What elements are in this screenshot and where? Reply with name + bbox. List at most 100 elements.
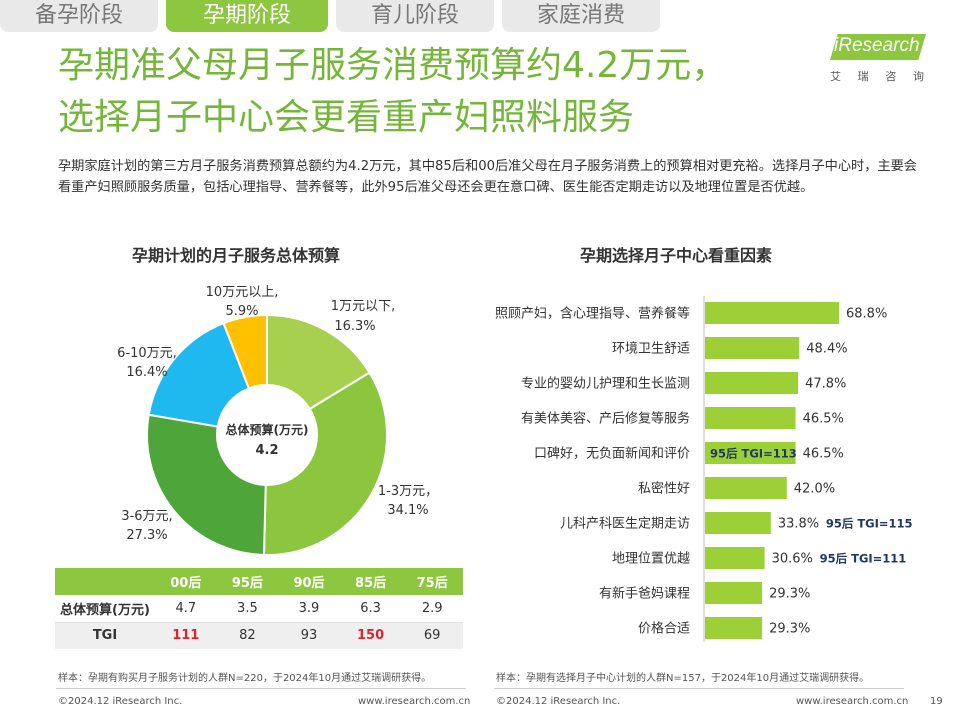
slice-label-over-10w: 10万元以上,	[206, 285, 279, 300]
table-cell-highlight: 150	[339, 622, 402, 649]
bar-value-label: 29.3%	[769, 622, 810, 637]
page-description: 孕期家庭计划的第三方月子服务消费预算总额约为4.2万元，其中85后和00后准父母…	[58, 159, 917, 195]
bar-category-label: 地理位置优越	[612, 552, 690, 567]
donut-slice-1	[262, 371, 388, 556]
bar	[705, 372, 799, 394]
slice-value-1-3w: 34.1%	[387, 503, 428, 518]
donut-slice-0	[266, 313, 371, 411]
table-cell: 2.9	[401, 595, 463, 623]
slice-label-1-3w: 1-3万元，	[378, 484, 438, 499]
tab-pregnancy[interactable]: 孕期阶段	[166, 0, 328, 32]
bar-value-label: 29.3%	[769, 587, 810, 602]
bar	[705, 337, 800, 359]
logo-cn-char: 艾	[830, 70, 843, 83]
iresearch-logo: iResearch 艾 瑞 咨 询	[830, 34, 926, 86]
generation-budget-table: 00后 95后 90后 85后 75后 总体预算(万元) 4.7 3.5 3.9…	[55, 568, 463, 649]
table-cell: 4.7	[155, 595, 217, 623]
footer-copyright-left: ©2024.12 iResearch Inc.	[58, 696, 183, 707]
table-row-label: 总体预算(万元)	[55, 595, 155, 623]
table-cell: 3.9	[278, 595, 340, 623]
bar-value-label: 30.6%	[772, 552, 813, 567]
table-cell-highlight: 111	[155, 622, 217, 649]
bar-category-label: 有新手爸妈课程	[599, 586, 690, 602]
tab-family-consumption[interactable]: 家庭消费	[502, 0, 660, 32]
bar-value-label: 42.0%	[794, 482, 835, 497]
bar-value-label: 46.5%	[803, 412, 844, 427]
logo-band	[830, 34, 926, 60]
logo-text: iResearch	[834, 35, 920, 56]
pie-chart-title: 孕期计划的月子服务总体预算	[132, 246, 341, 265]
bar-category-label: 有美体美容、产后修复等服务	[521, 411, 690, 427]
table-col-95: 95后	[216, 568, 279, 595]
table-cell: 82	[216, 622, 279, 649]
donut-center-value: 4.2	[255, 443, 278, 458]
table-row: 总体预算(万元) 4.7 3.5 3.9 6.3 2.9	[55, 595, 463, 623]
factors-bar-chart: 照顾产妇，含心理指导、营养餐等 68.8% 环境卫生舒适 48.4% 专业的婴幼儿护理和…	[495, 296, 913, 642]
page-title-line1: 孕期准父母月子服务消费预算约4.2万元，	[58, 45, 728, 86]
footer-divider-left	[56, 688, 466, 689]
bar-category-label: 专业的婴幼儿护理和生长监测	[521, 376, 690, 392]
page-title-line2: 选择月子中心会更看重产妇照料服务	[58, 97, 635, 138]
slice-label-3-6w: 3-6万元,	[121, 509, 172, 524]
footer-divider-right	[494, 688, 904, 689]
slice-value-6-10w: 16.4%	[126, 365, 167, 380]
bar-category-label: 照顾产妇，含心理指导、营养餐等	[495, 306, 690, 322]
bar-value-label: 68.8%	[846, 307, 887, 322]
table-cell: 3.5	[216, 595, 279, 623]
tab-prepregnancy[interactable]: 备孕阶段	[0, 0, 158, 32]
table-col-85: 85后	[339, 568, 402, 595]
bar-chart-title: 孕期选择月子中心看重因素	[580, 246, 773, 265]
bar	[705, 582, 763, 604]
table-row: TGI 111 82 93 150 69	[55, 622, 463, 649]
tgi-annotation: 95后 TGI=115	[826, 517, 913, 531]
bar-value-label: 46.5%	[803, 447, 844, 462]
tgi-annotation: 95后 TGI=111	[820, 552, 907, 566]
table-header-row: 00后 95后 90后 85后 75后	[55, 568, 463, 595]
slice-label-under-1w: 1万元以下,	[331, 299, 395, 314]
bar-value-label: 48.4%	[806, 342, 847, 357]
bar-value-label: 47.8%	[805, 377, 846, 392]
table-col-90: 90后	[278, 568, 340, 595]
bar	[705, 407, 796, 429]
budget-donut-chart: 总体预算(万元) 4.2 1万元以下, 16.3% 1-3万元， 34.1% 3…	[117, 285, 438, 556]
bar-category-label: 私密性好	[638, 481, 690, 497]
slice-value-under-1w: 16.3%	[334, 319, 375, 334]
bar	[705, 302, 839, 324]
footer-url-right: www.iresearch.com.cn	[796, 696, 909, 707]
tgi-annotation: 95后 TGI=113	[710, 447, 797, 461]
bar	[705, 512, 771, 534]
table-corner-cell	[55, 568, 155, 595]
donut-slice-4	[222, 313, 268, 390]
table-col-00: 00后	[155, 568, 217, 595]
table-cell: 93	[278, 622, 340, 649]
donut-slice-2	[146, 413, 267, 556]
bar-category-label: 环境卫生舒适	[612, 342, 690, 357]
table-cell: 69	[401, 622, 463, 649]
bar	[705, 477, 787, 499]
sample-note-right: 样本：孕期有选择月子中心计划的人群N=157，于2024年10月通过艾瑞调研获得…	[496, 673, 870, 684]
donut-slice-3	[147, 321, 251, 428]
logo-cn-char: 瑞	[857, 70, 871, 83]
logo-cn: 艾 瑞 咨 询	[830, 68, 926, 84]
bar-value-label: 33.8%	[778, 517, 819, 532]
tab-parenting[interactable]: 育儿阶段	[336, 0, 494, 32]
footer-copyright-right: ©2024.12 iResearch Inc.	[496, 696, 621, 707]
slice-label-6-10w: 6-10万元,	[117, 346, 177, 361]
bar-category-label: 价格合适	[638, 621, 690, 637]
donut-center-label: 总体预算(万元)	[226, 422, 309, 437]
bar	[705, 547, 765, 569]
bar-category-label: 儿科产科医生定期走访	[560, 517, 690, 532]
stage-tabs: 备孕阶段 孕期阶段 育儿阶段 家庭消费	[0, 0, 960, 34]
bar	[705, 617, 763, 639]
bar-category-label: 口碑好，无负面新闻和评价	[534, 446, 690, 462]
table-col-75: 75后	[401, 568, 463, 595]
slice-value-3-6w: 27.3%	[126, 528, 167, 543]
sample-note-left: 样本：孕期有购买月子服务计划的人群N=220，于2024年10月通过艾瑞调研获得…	[58, 673, 432, 684]
table-row-label: TGI	[55, 622, 155, 649]
page-number: 19	[930, 696, 943, 707]
table-cell: 6.3	[339, 595, 402, 623]
slice-value-over-10w: 5.9%	[225, 304, 258, 319]
logo-cn-char: 咨	[885, 70, 899, 83]
bar	[705, 442, 796, 464]
footer-url-left: www.iresearch.com.cn	[358, 696, 471, 707]
